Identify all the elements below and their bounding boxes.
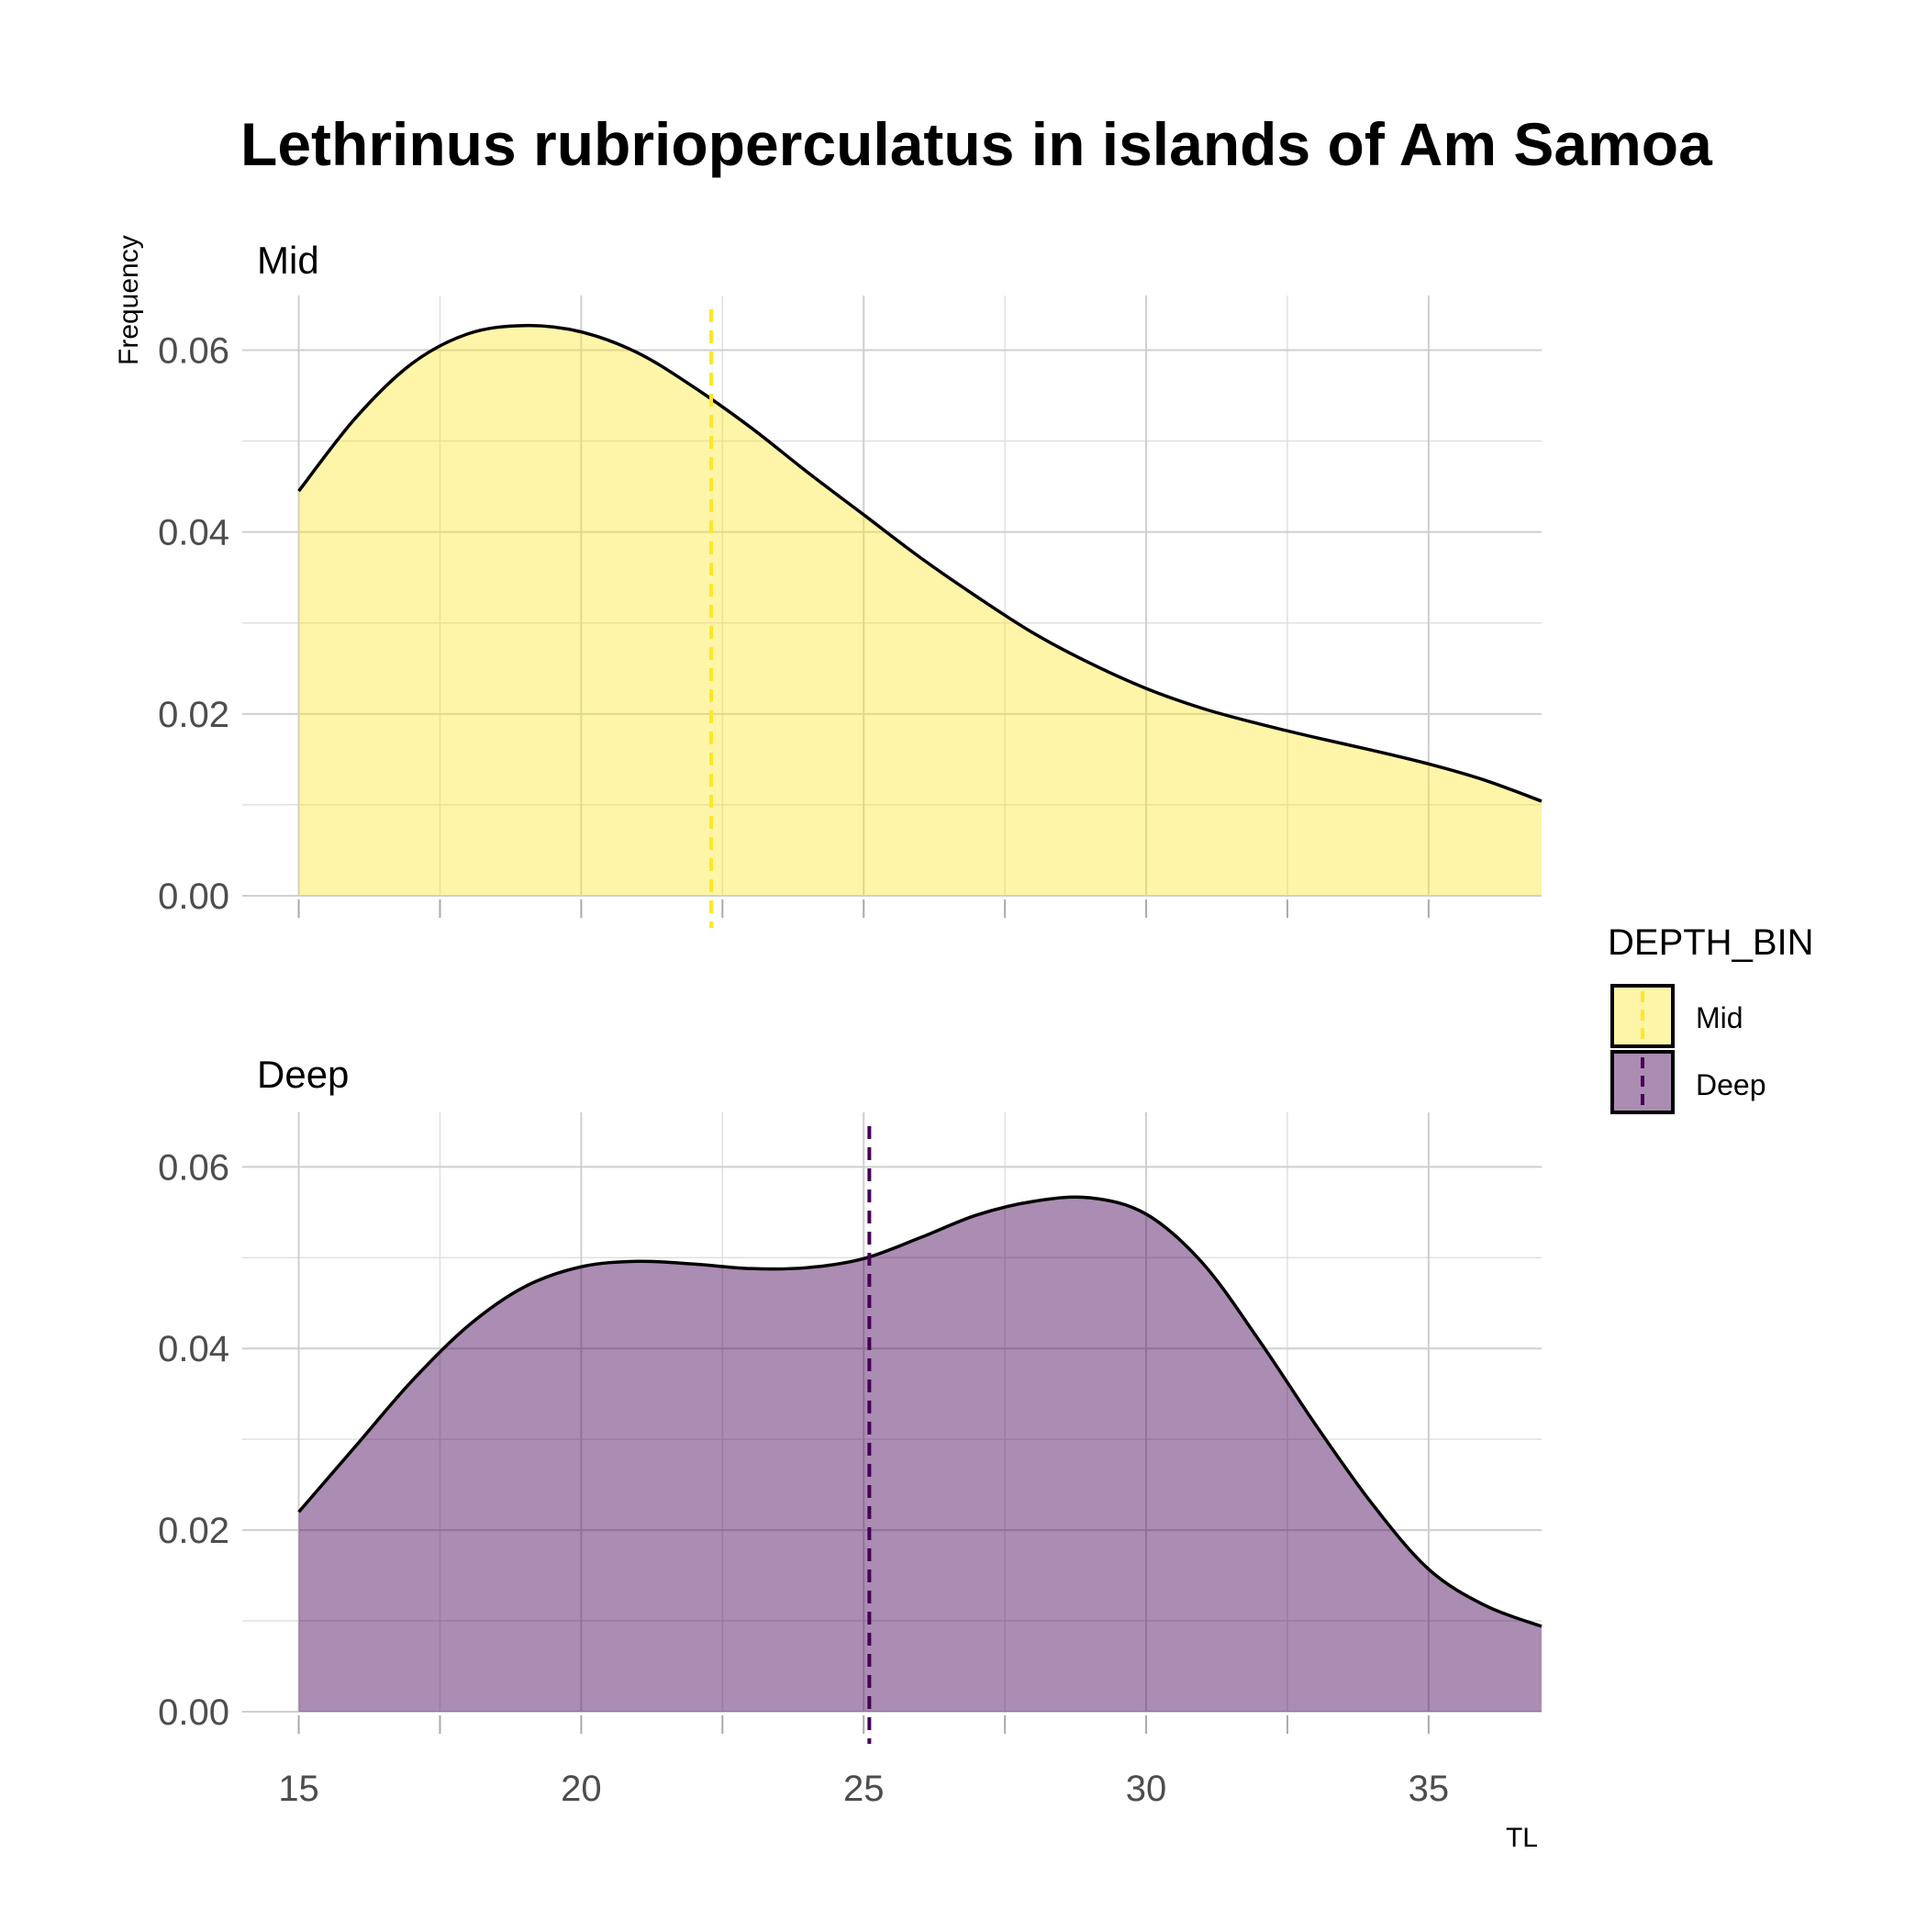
panel-deep-y-tick-label: 0.06 [158,1147,229,1188]
panel-mid-y-tick-label: 0.00 [158,877,229,917]
legend-label-deep: Deep [1696,1068,1766,1101]
panel-mid-y-tick-label: 0.04 [158,513,229,553]
legend-title: DEPTH_BIN [1608,922,1814,963]
panel-deep-y-tick-label: 0.04 [158,1329,229,1369]
x-tick-label: 35 [1409,1769,1450,1809]
panel-mid-gridlines [242,296,1542,897]
x-tick-label: 20 [561,1769,602,1809]
panel-mid-x-tick-marks [297,899,1430,918]
panel-deep-density-line [297,1195,1543,1628]
panel-deep-gridlines [242,1112,1542,1713]
panel-deep-y-tick-label: 0.00 [158,1692,229,1733]
panel-mid: Mid 0.00 0.02 0.04 0.06 [158,239,1543,928]
panel-deep: Deep 0.00 0.02 0.04 0.06 15 20 25 30 35 [158,1053,1543,1809]
x-tick-label: 25 [843,1769,885,1809]
chart-title: Lethrinus rubrioperculatus in islands of… [240,110,1713,178]
panel-mid-density-line [297,323,1543,803]
panel-deep-x-tick-marks [297,1715,1430,1734]
panel-mid-y-tick-label: 0.02 [158,695,229,735]
panel-mid-density-area [298,325,1543,896]
panel-deep-density-area [298,1197,1543,1712]
panel-mid-strip-label: Mid [257,239,319,282]
y-axis-title: Frequency [114,235,144,365]
legend: DEPTH_BIN Mid Deep [1608,922,1814,1114]
panel-deep-strip-label: Deep [257,1053,349,1096]
x-axis-title: TL [1506,1823,1538,1853]
panel-deep-y-tick-label: 0.02 [158,1511,229,1551]
panel-mid-y-tick-label: 0.06 [158,330,229,371]
legend-label-mid: Mid [1696,1001,1743,1034]
x-tick-label: 15 [278,1769,319,1809]
x-tick-label: 30 [1126,1769,1167,1809]
